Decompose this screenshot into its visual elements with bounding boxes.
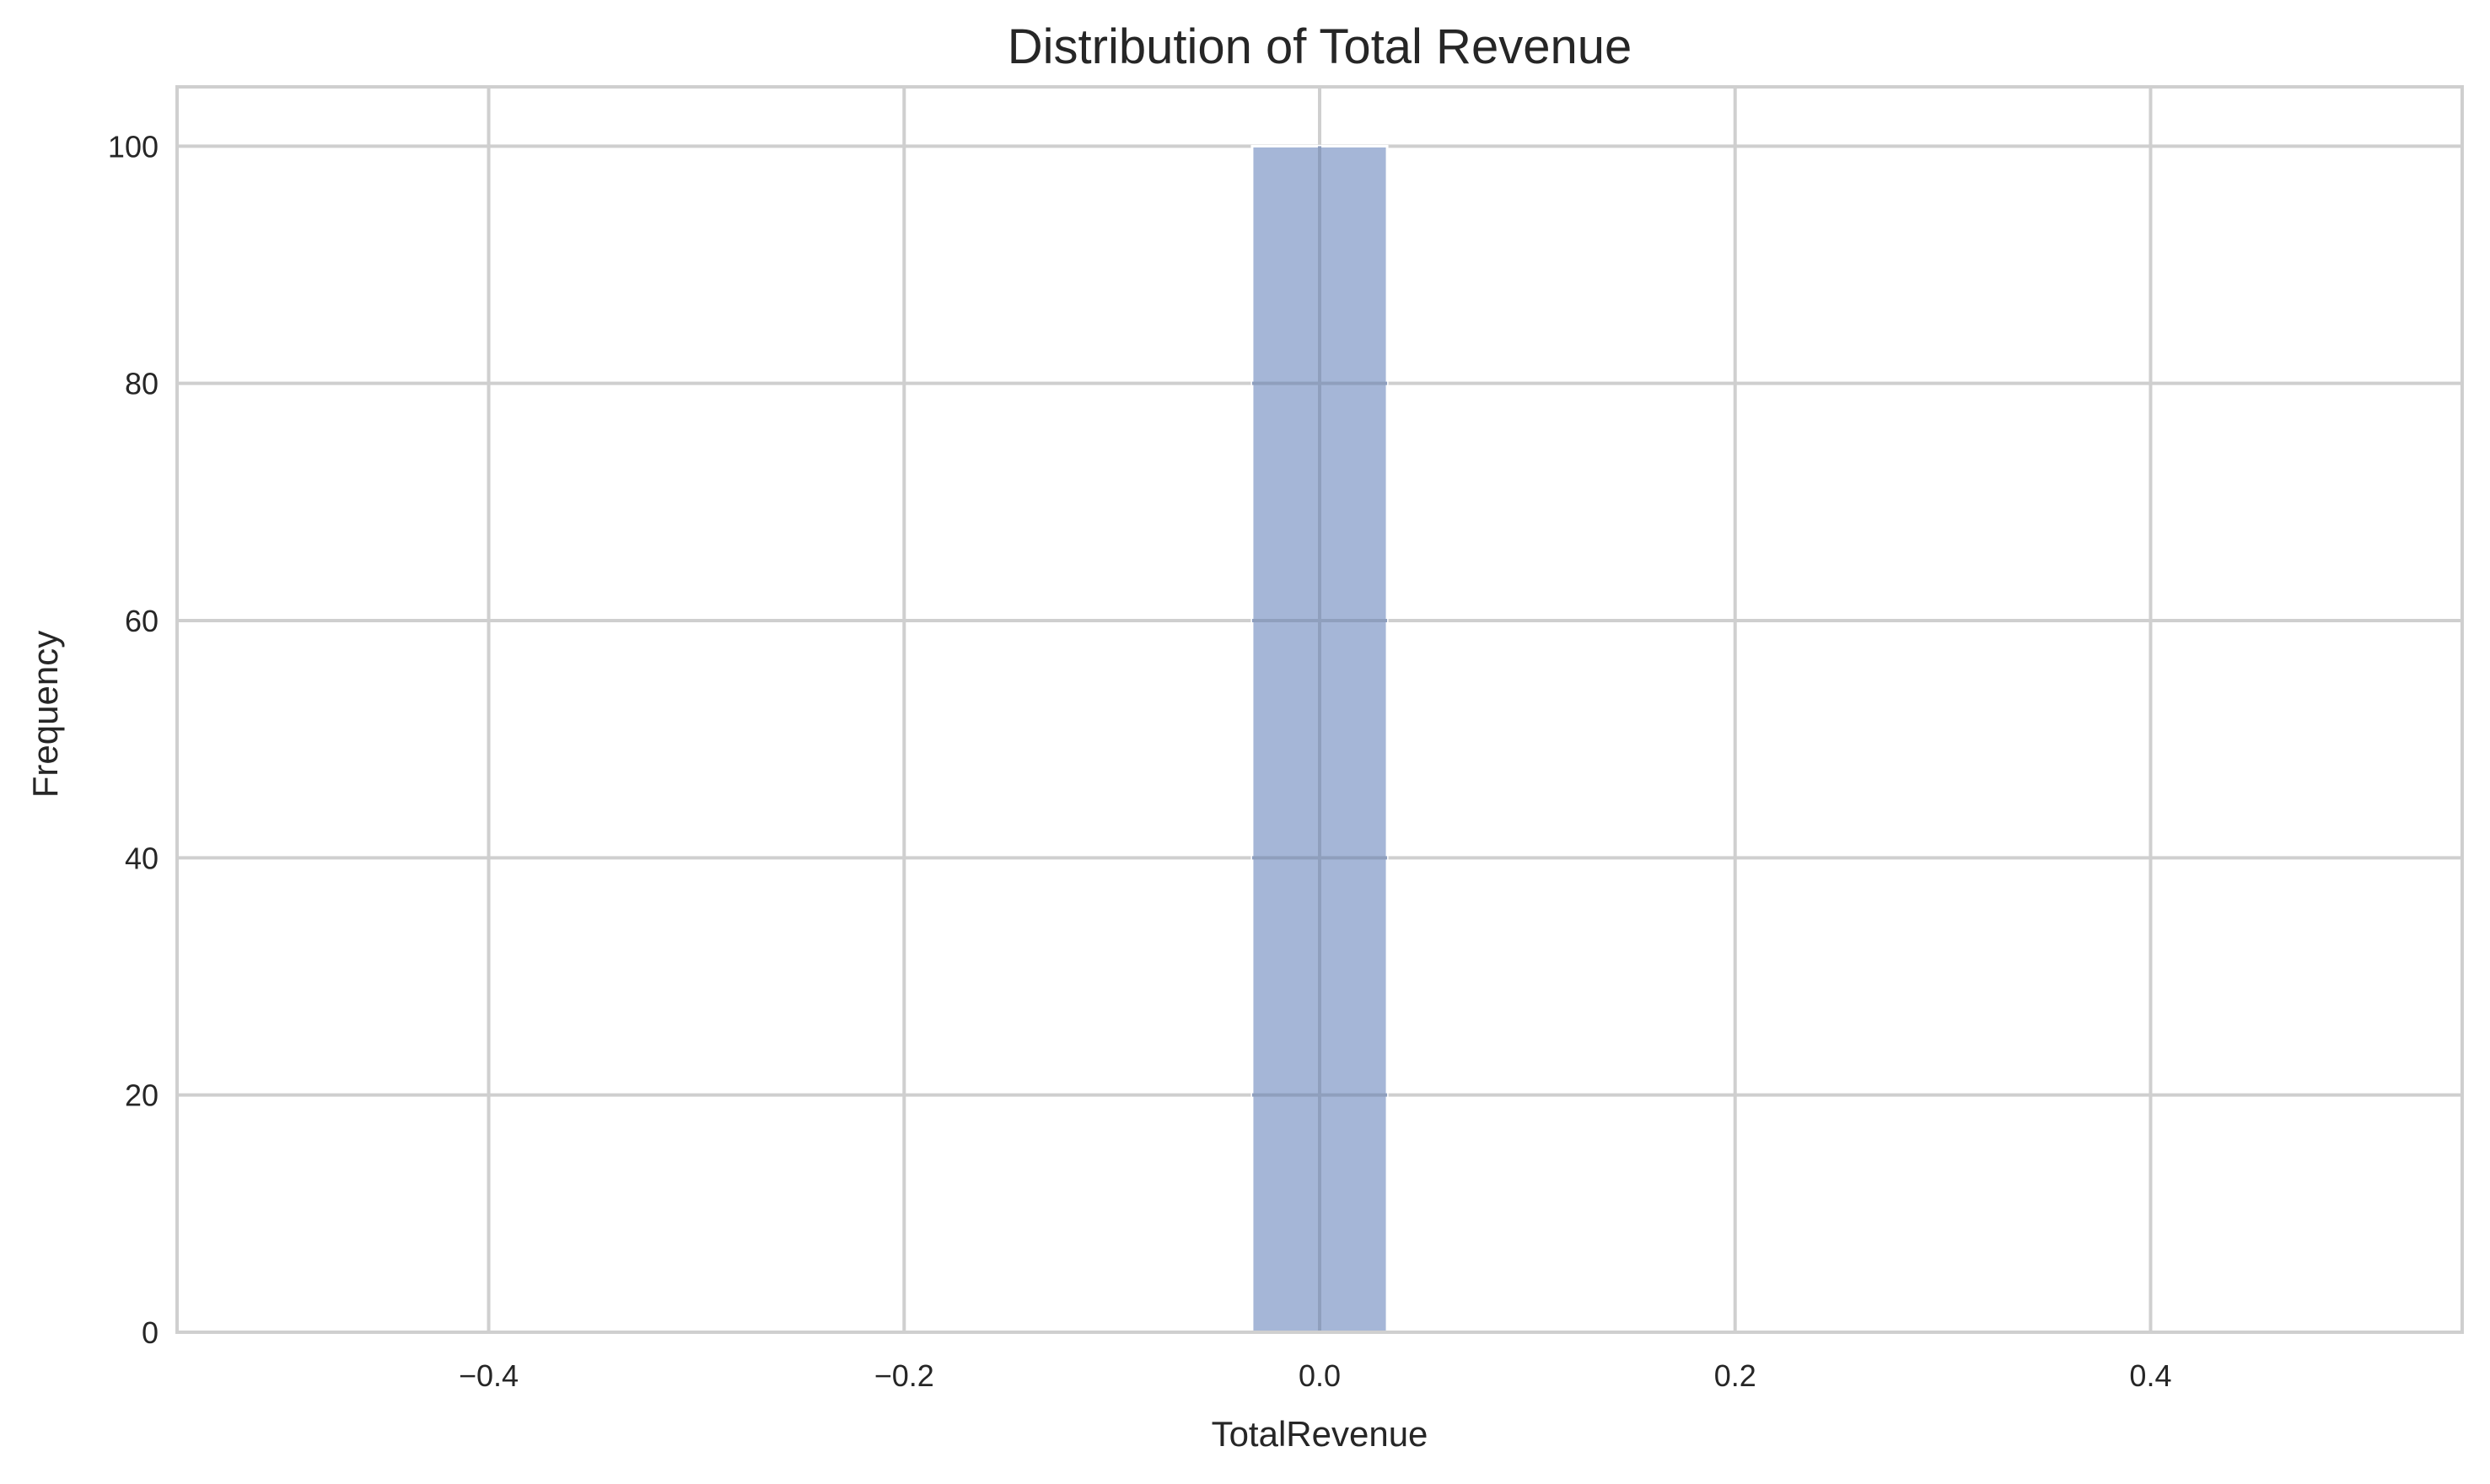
y-axis-label: Frequency <box>25 631 65 798</box>
y-tick-label: 20 <box>125 1078 159 1113</box>
y-tick-label: 100 <box>108 129 159 164</box>
x-tick-label: −0.4 <box>459 1358 519 1393</box>
x-tick-label: −0.2 <box>874 1358 934 1393</box>
chart-title: Distribution of Total Revenue <box>1008 19 1632 74</box>
x-tick-label: 0.4 <box>2129 1358 2171 1393</box>
x-tick-label: 0.0 <box>1299 1358 1341 1393</box>
y-tick-label: 60 <box>125 604 159 638</box>
y-axis-tick-labels: 0 20 40 60 80 100 <box>108 129 159 1350</box>
x-tick-label: 0.2 <box>1714 1358 1756 1393</box>
x-axis-tick-labels: −0.4 −0.2 0.0 0.2 0.4 <box>459 1358 2171 1393</box>
x-axis-label: TotalRevenue <box>1212 1414 1428 1454</box>
plot-frame <box>175 85 2464 1334</box>
y-tick-label: 40 <box>125 841 159 875</box>
grid-lines-over-bars <box>1251 146 1388 1332</box>
y-tick-label: 80 <box>125 367 159 401</box>
y-tick-label: 0 <box>142 1315 159 1350</box>
